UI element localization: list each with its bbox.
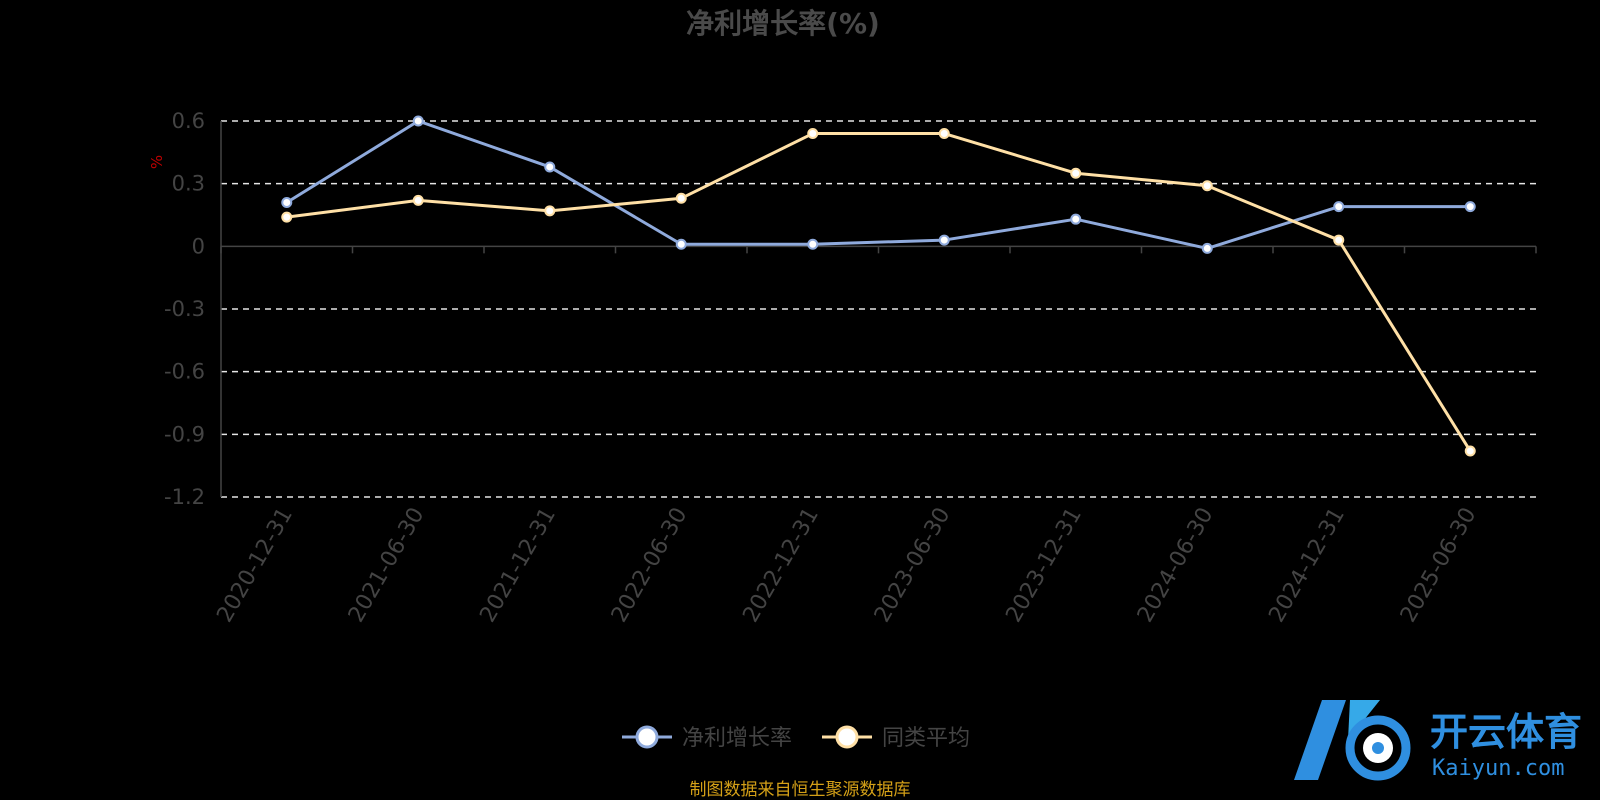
x-tick-label: 2023-12-31	[1001, 504, 1087, 627]
kaiyun-logo-icon	[1294, 700, 1411, 781]
legend-item-net-profit-growth[interactable]: 净利增长率	[622, 725, 792, 751]
axes	[220, 121, 1537, 497]
data-point-1	[412, 194, 424, 206]
series-line-1	[286, 132, 1472, 452]
watermark-logo: 开云体育 Kaiyun.com	[1294, 700, 1582, 781]
data-point-0	[1070, 213, 1082, 225]
x-tick-label: 2024-12-31	[1264, 504, 1350, 627]
y-axis-ticks: 0.6 0.3 0 -0.3 -0.6 -0.9 -1.2	[164, 109, 205, 509]
x-tick-label: 2020-12-31	[212, 504, 298, 627]
watermark-cn: 开云体育	[1430, 710, 1582, 754]
legend-label-1: 同类平均	[882, 726, 970, 751]
data-point-0	[544, 161, 556, 173]
legend[interactable]: 净利增长率 同类平均	[622, 725, 970, 751]
x-tick-label: 2025-06-30	[1396, 504, 1482, 627]
data-point-1	[1201, 180, 1213, 192]
y-axis-unit: %	[148, 155, 166, 169]
data-point-1	[938, 128, 950, 140]
x-tick-label: 2021-06-30	[344, 504, 430, 627]
data-source-note: 制图数据来自恒生聚源数据库	[690, 780, 911, 800]
data-point-1	[1070, 167, 1082, 179]
data-point-0	[1201, 242, 1213, 254]
data-point-1	[675, 192, 687, 204]
series-1	[281, 128, 1476, 457]
legend-marker-1	[835, 725, 859, 749]
legend-marker-0	[635, 725, 659, 749]
grid-lines	[221, 120, 1536, 498]
data-point-0	[1333, 201, 1345, 213]
legend-label-0: 净利增长率	[682, 726, 792, 751]
x-tick-label: 2021-12-31	[475, 504, 561, 627]
chart-title: 净利增长率(%)	[686, 7, 880, 40]
y-tick-label: -0.6	[164, 360, 205, 384]
data-point-1	[1464, 445, 1476, 457]
legend-item-peer-average[interactable]: 同类平均	[822, 725, 970, 751]
data-point-0	[675, 238, 687, 250]
x-axis-labels: 2020-12-31 2021-06-30 2021-12-31 2022-06-30…	[212, 504, 1481, 627]
x-tick-label: 2022-06-30	[607, 504, 693, 627]
data-point-1	[281, 211, 293, 223]
data-point-0	[807, 238, 819, 250]
y-tick-label: -0.9	[164, 422, 205, 446]
data-point-1	[1333, 234, 1345, 246]
y-tick-label: 0.3	[172, 172, 205, 196]
series-layer	[281, 115, 1476, 457]
watermark-en: Kaiyun.com	[1432, 756, 1564, 781]
x-tick-label: 2022-12-31	[738, 504, 824, 627]
y-tick-label: -1.2	[164, 485, 205, 509]
data-point-0	[281, 196, 293, 208]
data-point-1	[544, 205, 556, 217]
x-tick-label: 2024-06-30	[1133, 504, 1219, 627]
y-tick-label: -0.3	[164, 297, 205, 321]
x-tick-label: 2023-06-30	[870, 504, 956, 627]
data-point-0	[412, 115, 424, 127]
data-point-0	[938, 234, 950, 246]
data-point-0	[1464, 201, 1476, 213]
y-tick-label: 0.6	[172, 109, 205, 133]
y-tick-label: 0	[192, 234, 205, 258]
series-line-0	[285, 119, 1471, 250]
data-point-1	[807, 128, 819, 140]
series-0	[281, 115, 1476, 254]
